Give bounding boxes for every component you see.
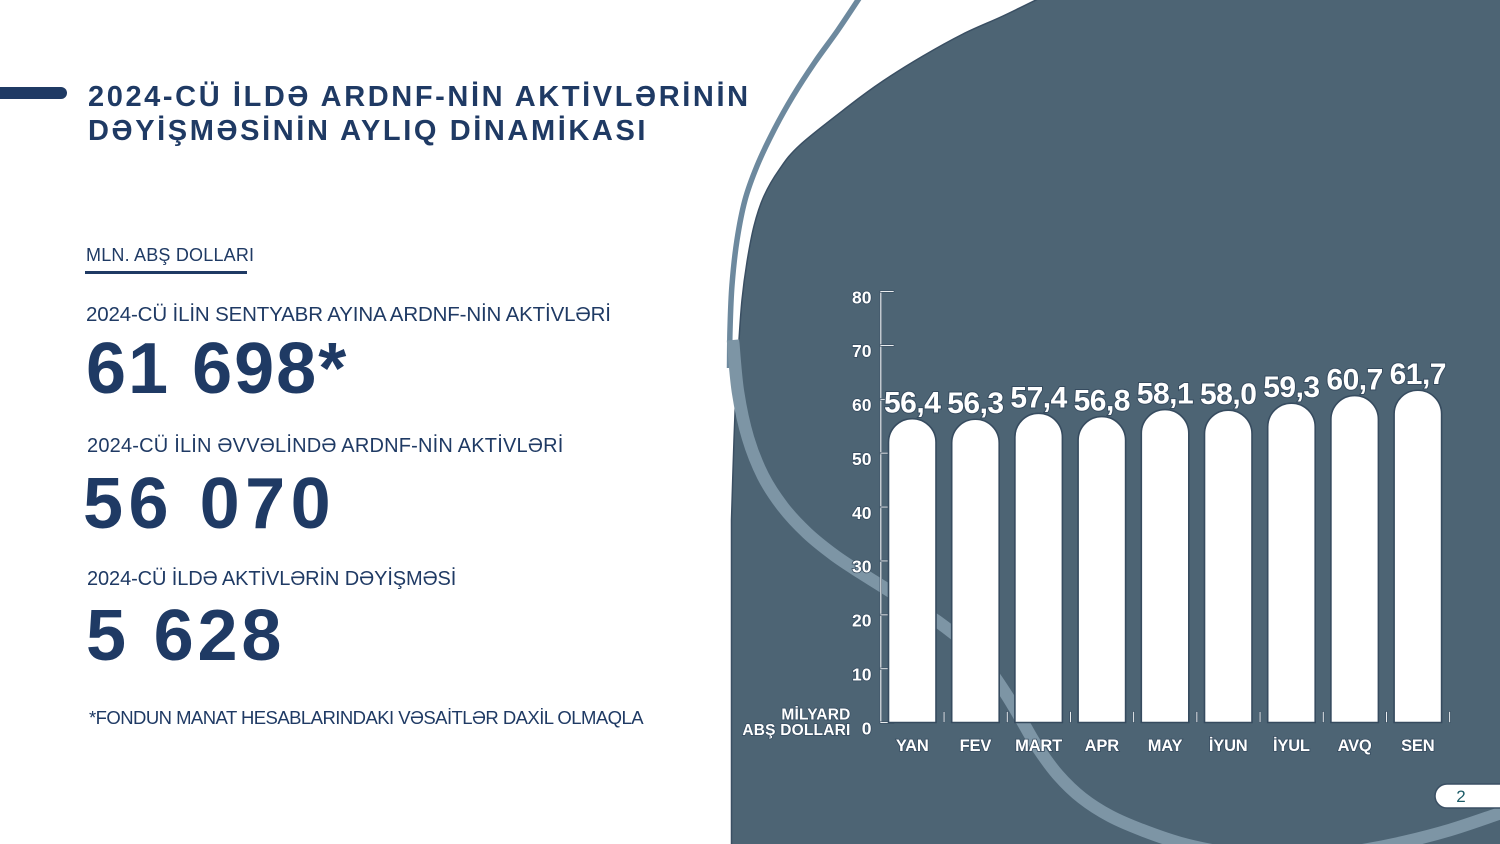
svg-text:ABŞ DOLLARI: ABŞ DOLLARI — [742, 722, 850, 739]
svg-text:YAN: YAN — [896, 737, 929, 755]
svg-text:MAY: MAY — [1148, 737, 1183, 755]
svg-text:APR: APR — [1085, 737, 1120, 755]
svg-text:50: 50 — [852, 449, 872, 469]
svg-text:59,3: 59,3 — [1263, 371, 1319, 404]
svg-text:0: 0 — [862, 718, 872, 738]
svg-text:40: 40 — [852, 503, 872, 523]
svg-text:61,7: 61,7 — [1390, 358, 1446, 391]
svg-text:FEV: FEV — [960, 737, 992, 755]
svg-text:56,8: 56,8 — [1074, 385, 1130, 418]
svg-text:MİLYARD: MİLYARD — [781, 707, 850, 724]
svg-text:SEN: SEN — [1401, 737, 1434, 755]
svg-text:İYUN: İYUN — [1209, 737, 1248, 755]
svg-text:30: 30 — [852, 557, 872, 577]
svg-text:56,3: 56,3 — [947, 387, 1003, 420]
svg-text:AVQ: AVQ — [1338, 737, 1372, 755]
svg-text:2: 2 — [1456, 787, 1465, 806]
svg-text:60: 60 — [852, 395, 872, 415]
svg-text:60,7: 60,7 — [1326, 364, 1382, 397]
svg-text:70: 70 — [852, 341, 872, 361]
svg-text:56,4: 56,4 — [884, 387, 941, 420]
svg-text:20: 20 — [852, 611, 872, 631]
svg-text:İYUL: İYUL — [1273, 737, 1310, 755]
svg-text:57,4: 57,4 — [1010, 381, 1067, 414]
svg-text:58,1: 58,1 — [1137, 378, 1193, 411]
svg-text:MART: MART — [1015, 737, 1062, 755]
svg-text:10: 10 — [852, 665, 872, 685]
svg-text:58,0: 58,0 — [1200, 378, 1256, 411]
svg-text:80: 80 — [852, 287, 872, 307]
